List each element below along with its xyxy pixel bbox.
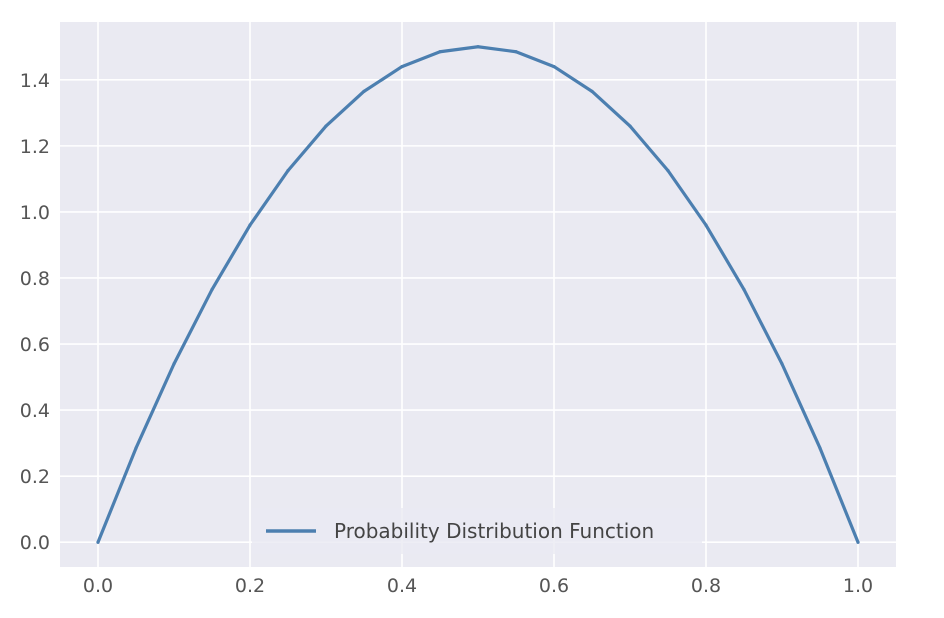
y-tick-label: 1.2 xyxy=(20,136,50,158)
x-tick-label: 1.0 xyxy=(843,575,873,597)
y-tick-label: 1.0 xyxy=(20,202,50,224)
y-tick-label: 1.4 xyxy=(20,70,50,92)
series-point xyxy=(704,223,708,227)
series-point xyxy=(324,124,328,128)
series-point xyxy=(96,540,100,544)
series-point xyxy=(590,89,594,93)
series-point xyxy=(856,540,860,544)
series-layer xyxy=(96,45,860,544)
x-tick-label: 0.2 xyxy=(235,575,265,597)
series-point xyxy=(248,223,252,227)
series-point xyxy=(286,169,290,173)
legend-label: Probability Distribution Function xyxy=(334,519,654,543)
grid xyxy=(60,22,896,567)
series-point xyxy=(742,287,746,292)
x-tick-label: 0.4 xyxy=(387,575,417,597)
series-point xyxy=(438,50,442,54)
series-point xyxy=(666,169,670,173)
y-axis-ticks: 0.0 0.2 0.4 0.6 0.8 1.0 1.2 1.4 xyxy=(20,70,50,554)
series-point xyxy=(210,287,214,292)
x-axis-ticks: 0.0 0.2 0.4 0.6 0.8 1.0 xyxy=(83,575,873,597)
series-point xyxy=(818,446,822,450)
y-tick-label: 0.0 xyxy=(20,532,50,554)
series-point xyxy=(514,50,518,54)
y-tick-label: 0.6 xyxy=(20,334,50,356)
legend: Probability Distribution Function xyxy=(252,508,702,554)
series-point xyxy=(552,64,556,69)
y-tick-label: 0.2 xyxy=(20,466,50,488)
series-point xyxy=(172,362,176,366)
series-point xyxy=(400,64,404,69)
series-point xyxy=(362,89,366,93)
x-tick-label: 0.8 xyxy=(691,575,721,597)
x-tick-label: 0.6 xyxy=(539,575,569,597)
series-point xyxy=(628,124,632,128)
legend-box xyxy=(252,508,702,554)
y-tick-label: 0.4 xyxy=(20,400,50,422)
y-tick-label: 0.8 xyxy=(20,268,50,290)
plot-area xyxy=(60,22,896,567)
series-point xyxy=(780,362,784,366)
x-tick-label: 0.0 xyxy=(83,575,113,597)
series-point xyxy=(134,446,138,450)
series-point xyxy=(476,45,480,49)
